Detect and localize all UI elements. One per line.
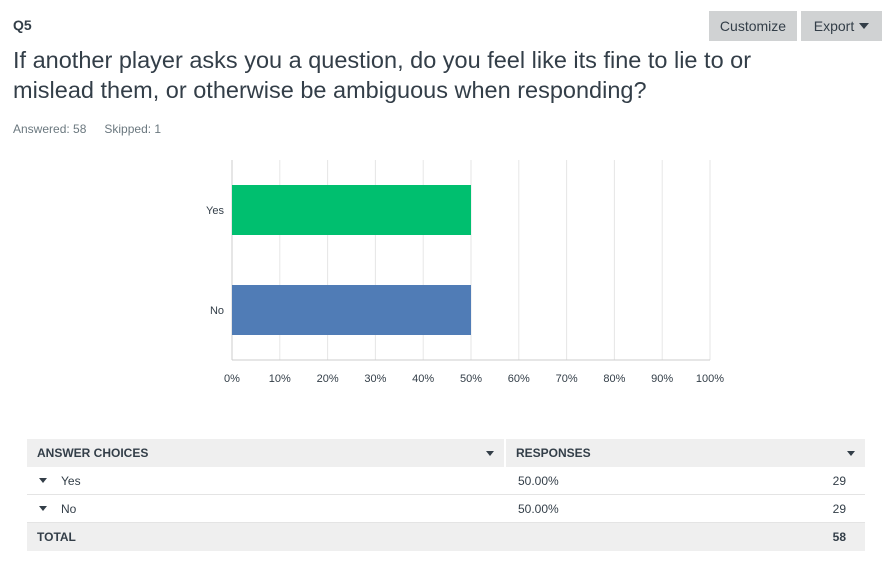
bar [232,285,471,335]
x-tick-label: 20% [317,373,339,385]
answer-table: ANSWER CHOICES RESPONSES Yes 50.00% 29 N… [27,439,865,551]
bar-chart: Yes No 0% 10% 20% 30% 40% 50% 60% 70% 80% 90% 100% [206,160,724,385]
header-answer-choices[interactable]: ANSWER CHOICES [27,439,506,467]
row-count: 29 [832,501,846,516]
export-label: Export [813,18,855,34]
answered-count: Answered: 58 [13,122,87,136]
row-choice: No [27,502,508,516]
x-tick-label: 60% [508,373,530,385]
total-count: 58 [832,530,846,544]
row-percent: 50.00% [518,501,559,516]
table-header: ANSWER CHOICES RESPONSES [27,439,865,467]
customize-label: Customize [719,18,787,34]
x-tick-label: 100% [696,373,724,385]
table-row: No 50.00% 29 [27,495,865,523]
customize-button[interactable]: Customize [709,11,797,41]
row-percent: 50.00% [518,473,559,488]
sort-caret-icon [847,450,855,456]
skipped-count: Skipped: 1 [104,122,162,136]
y-tick-label: Yes [206,205,224,217]
x-tick-label: 30% [364,373,386,385]
sort-caret-icon [486,450,494,456]
x-tick-label: 0% [224,373,240,385]
question-title: If another player asks you a question, d… [13,47,752,103]
header-responses-label: RESPONSES [516,446,591,460]
choice-label: Yes [61,473,81,488]
x-tick-label: 50% [460,373,482,385]
x-tick-label: 80% [603,373,625,385]
expand-caret-icon[interactable] [39,506,47,511]
export-button[interactable]: Export [801,11,882,41]
x-tick-label: 40% [412,373,434,385]
row-count: 29 [832,473,846,488]
response-stats: Answered: 58 Skipped: 1 [13,122,161,136]
x-tick-label: 10% [269,373,291,385]
table-row: Yes 50.00% 29 [27,467,865,495]
y-tick-label: No [210,305,224,317]
caret-down-icon [859,23,870,29]
total-label: TOTAL [37,530,76,544]
x-tick-label: 90% [651,373,673,385]
choice-label: No [61,501,77,516]
toolbar: Customize Export [709,11,882,41]
expand-caret-icon[interactable] [39,478,47,483]
question-number: Q5 [13,17,32,33]
header-answer-choices-label: ANSWER CHOICES [37,446,149,460]
header-responses[interactable]: RESPONSES [506,439,865,467]
row-choice: Yes [27,474,508,488]
table-total-row: TOTAL 58 [27,523,865,551]
bar [232,185,471,235]
x-tick-label: 70% [556,373,578,385]
